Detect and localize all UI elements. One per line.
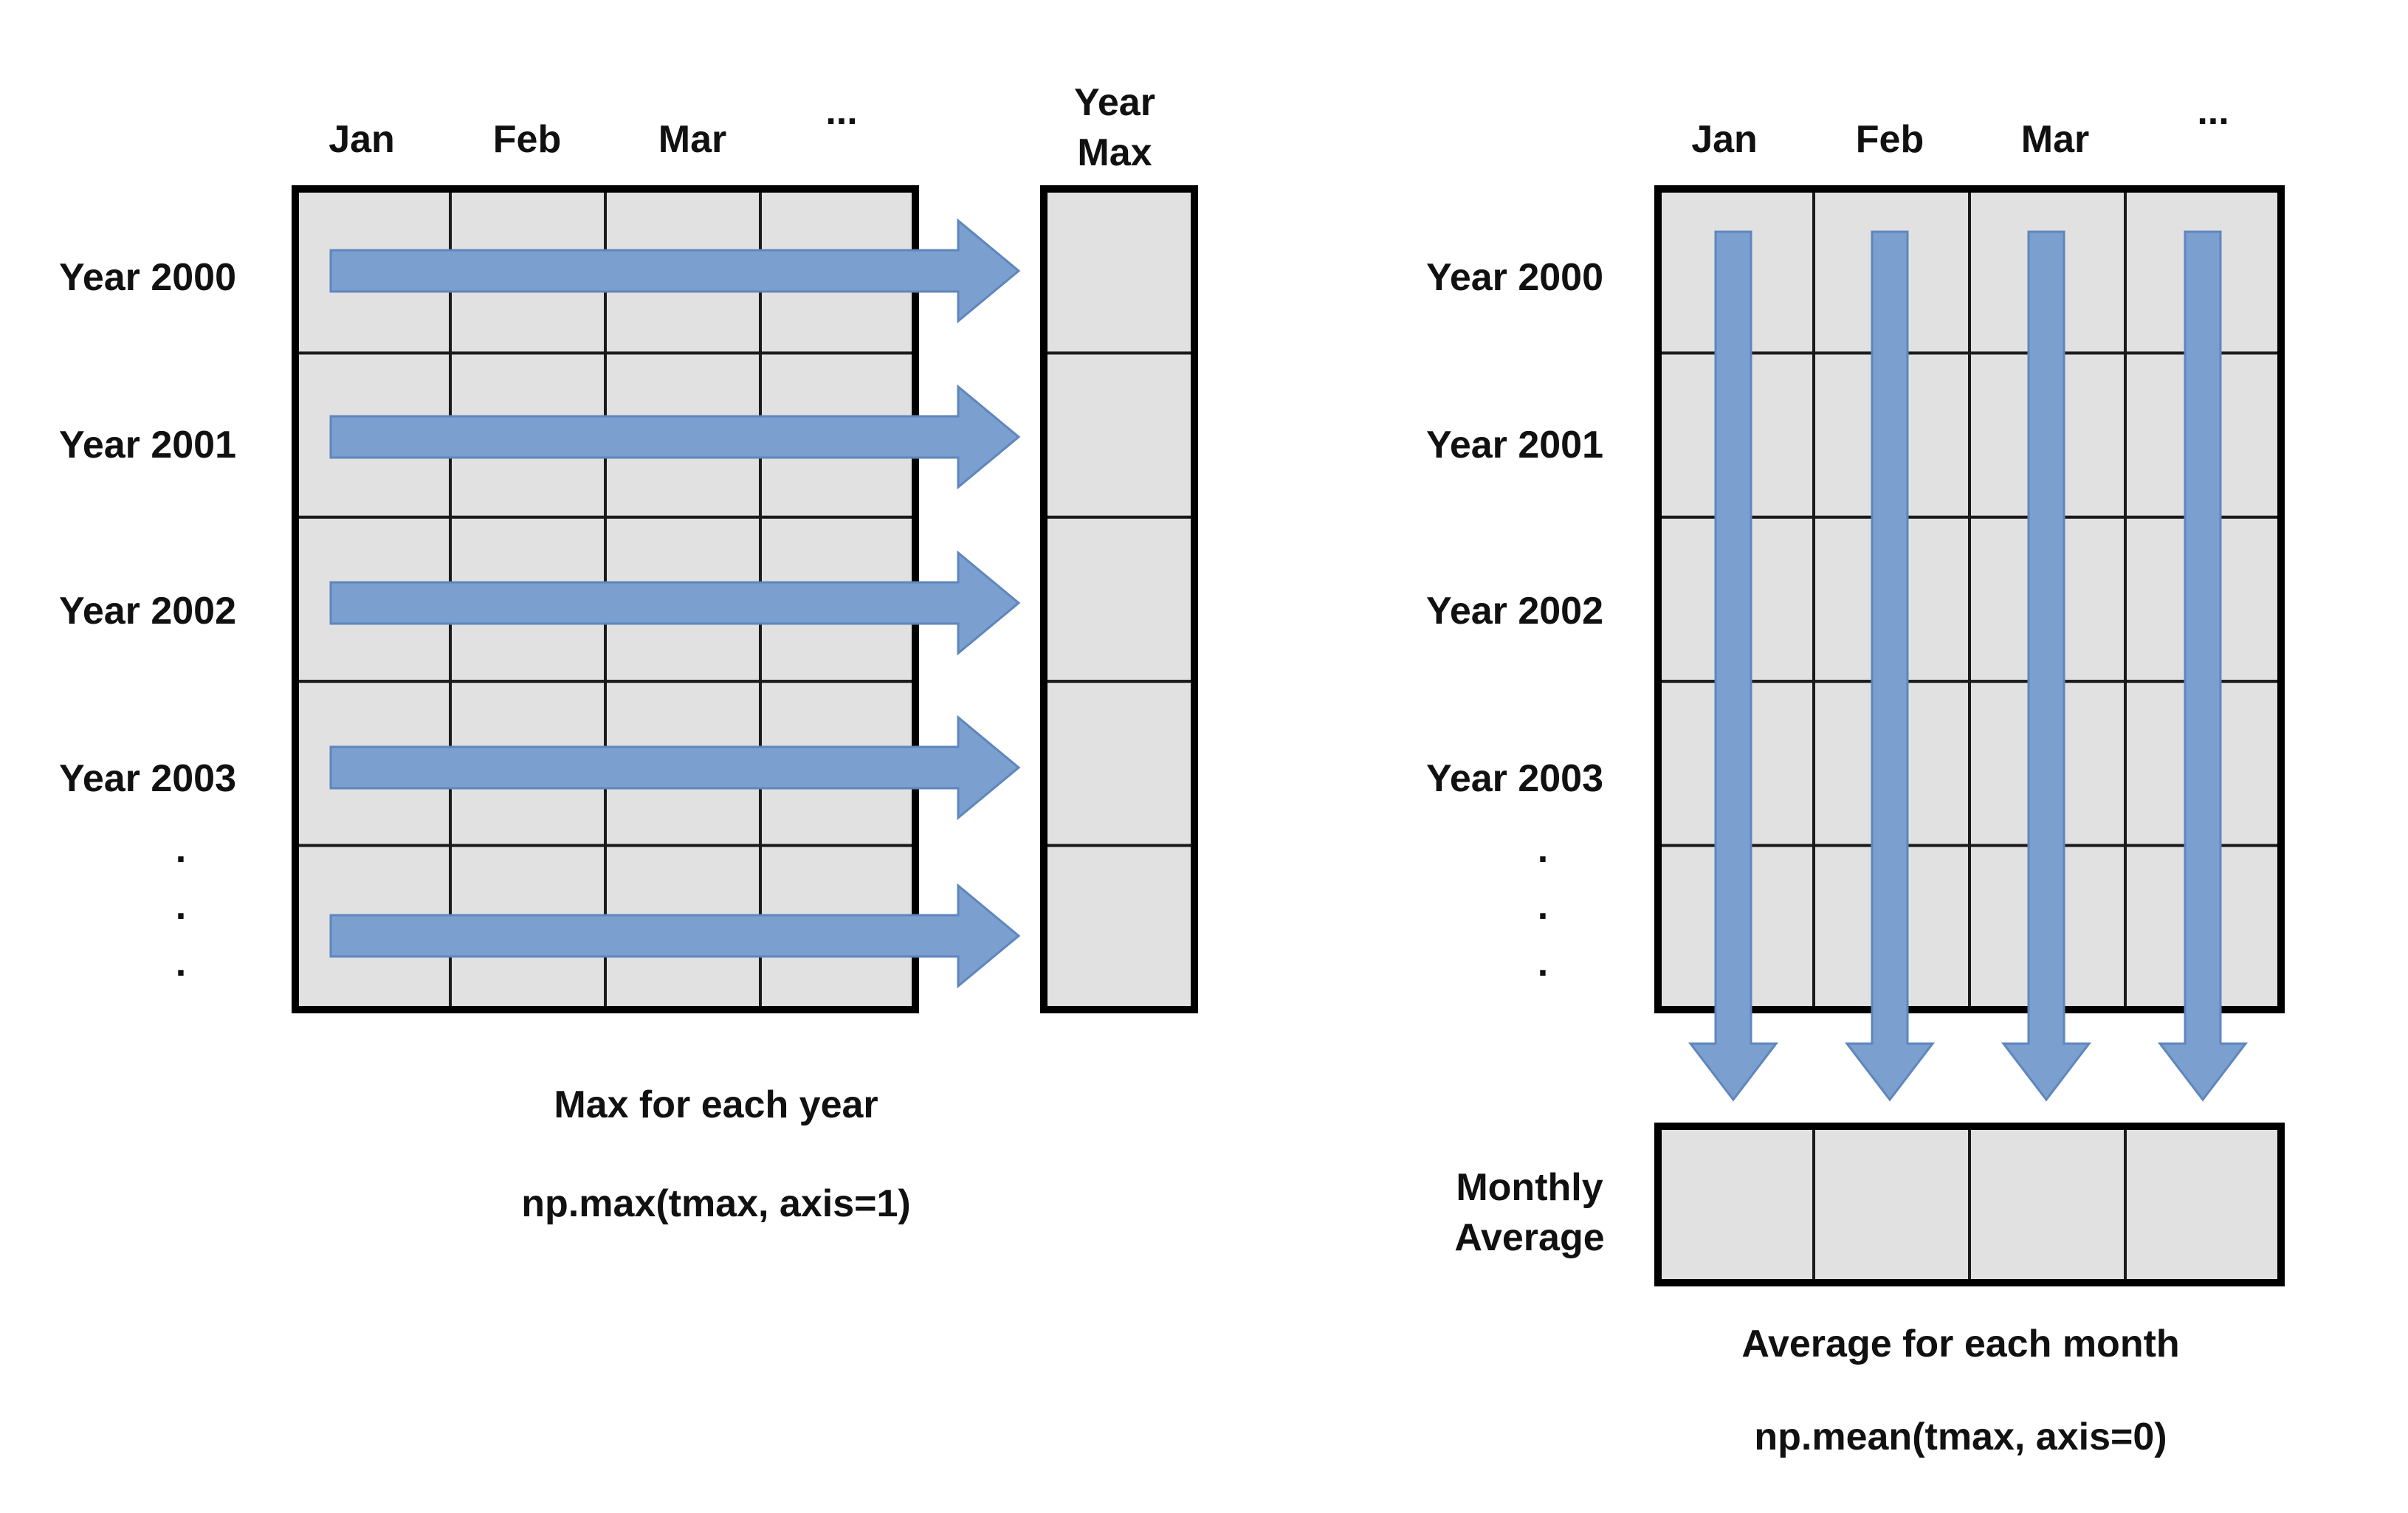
left-row-arrow-0 <box>329 218 1021 324</box>
left-row-arrow-1 <box>329 384 1021 490</box>
right-result-row <box>1657 1125 2283 1284</box>
right-row-label-2000: Year 2000 <box>1426 256 1603 299</box>
left-row-ellipsis-3: . <box>176 942 186 985</box>
left-col-header-feb: Feb <box>493 118 561 161</box>
left-code: np.max(tmax, axis=1) <box>521 1182 910 1225</box>
left-col-header-mar: Mar <box>658 118 726 161</box>
right-row-ellipsis-2: . <box>1538 885 1548 928</box>
right-caption: Average for each month <box>1741 1323 2179 1365</box>
right-col-header-jan: Jan <box>1691 118 1758 161</box>
left-col-header-ellipsis: ... <box>825 90 857 133</box>
right-col-header-mar: Mar <box>2021 118 2089 161</box>
right-code: np.mean(tmax, axis=0) <box>1754 1416 2167 1458</box>
right-row-ellipsis-1: . <box>1538 828 1548 871</box>
right-row-ellipsis-3: . <box>1538 942 1548 985</box>
right-row-label-2003: Year 2003 <box>1426 757 1603 800</box>
right-column-arrows <box>1688 230 2249 1102</box>
left-row-label-2002: Year 2002 <box>59 590 236 633</box>
left-row-label-2001: Year 2001 <box>59 424 236 466</box>
left-row-arrow-3 <box>329 714 1021 821</box>
left-result-cell-r0-c0 <box>1042 187 1196 355</box>
left-result-header-line1: Year <box>1074 81 1155 124</box>
left-panel: Jan Feb Mar ... Year Max Year 2000 Year … <box>59 81 1198 1225</box>
right-result-cell-r0-c3 <box>2124 1125 2283 1284</box>
left-row-arrow-4 <box>329 883 1021 989</box>
left-caption: Max for each year <box>554 1083 878 1126</box>
left-row-label-2000: Year 2000 <box>59 256 236 299</box>
right-panel: Jan Feb Mar ... Year 2000 Year 2001 Year… <box>1426 90 2285 1458</box>
right-row-label-2002: Year 2002 <box>1426 590 1603 633</box>
right-col-header-feb: Feb <box>1856 118 1924 161</box>
left-result-column <box>1042 187 1196 1011</box>
right-result-label-line1: Monthly <box>1456 1166 1603 1209</box>
left-result-frame <box>1040 185 1198 1013</box>
right-column-arrow-3 <box>2157 230 2249 1102</box>
left-result-cell-r4-c0 <box>1042 844 1196 1011</box>
left-result-cell-r1-c0 <box>1042 351 1196 519</box>
right-column-arrow-2 <box>2001 230 2092 1102</box>
right-column-arrow-0 <box>1688 230 1779 1102</box>
left-result-cell-r2-c0 <box>1042 515 1196 683</box>
left-row-ellipsis-1: . <box>176 828 186 871</box>
left-row-label-2003: Year 2003 <box>59 757 236 800</box>
right-row-label-2001: Year 2001 <box>1426 424 1603 466</box>
right-result-frame <box>1654 1123 2285 1286</box>
left-col-header-jan: Jan <box>328 118 395 161</box>
right-result-cell-r0-c1 <box>1812 1125 1971 1284</box>
right-column-arrow-1 <box>1844 230 1936 1102</box>
left-result-header-line2: Max <box>1077 131 1152 174</box>
right-col-header-ellipsis: ... <box>2197 90 2229 133</box>
right-result-label-line2: Average <box>1454 1216 1604 1259</box>
left-result-cell-r3-c0 <box>1042 680 1196 847</box>
left-row-ellipsis-2: . <box>176 885 186 928</box>
left-row-arrows <box>329 218 1021 989</box>
right-grid-frame <box>1654 185 2285 1013</box>
left-row-arrow-2 <box>329 550 1021 656</box>
right-result-cell-r0-c2 <box>1968 1125 2127 1284</box>
right-result-cell-r0-c0 <box>1657 1125 1815 1284</box>
